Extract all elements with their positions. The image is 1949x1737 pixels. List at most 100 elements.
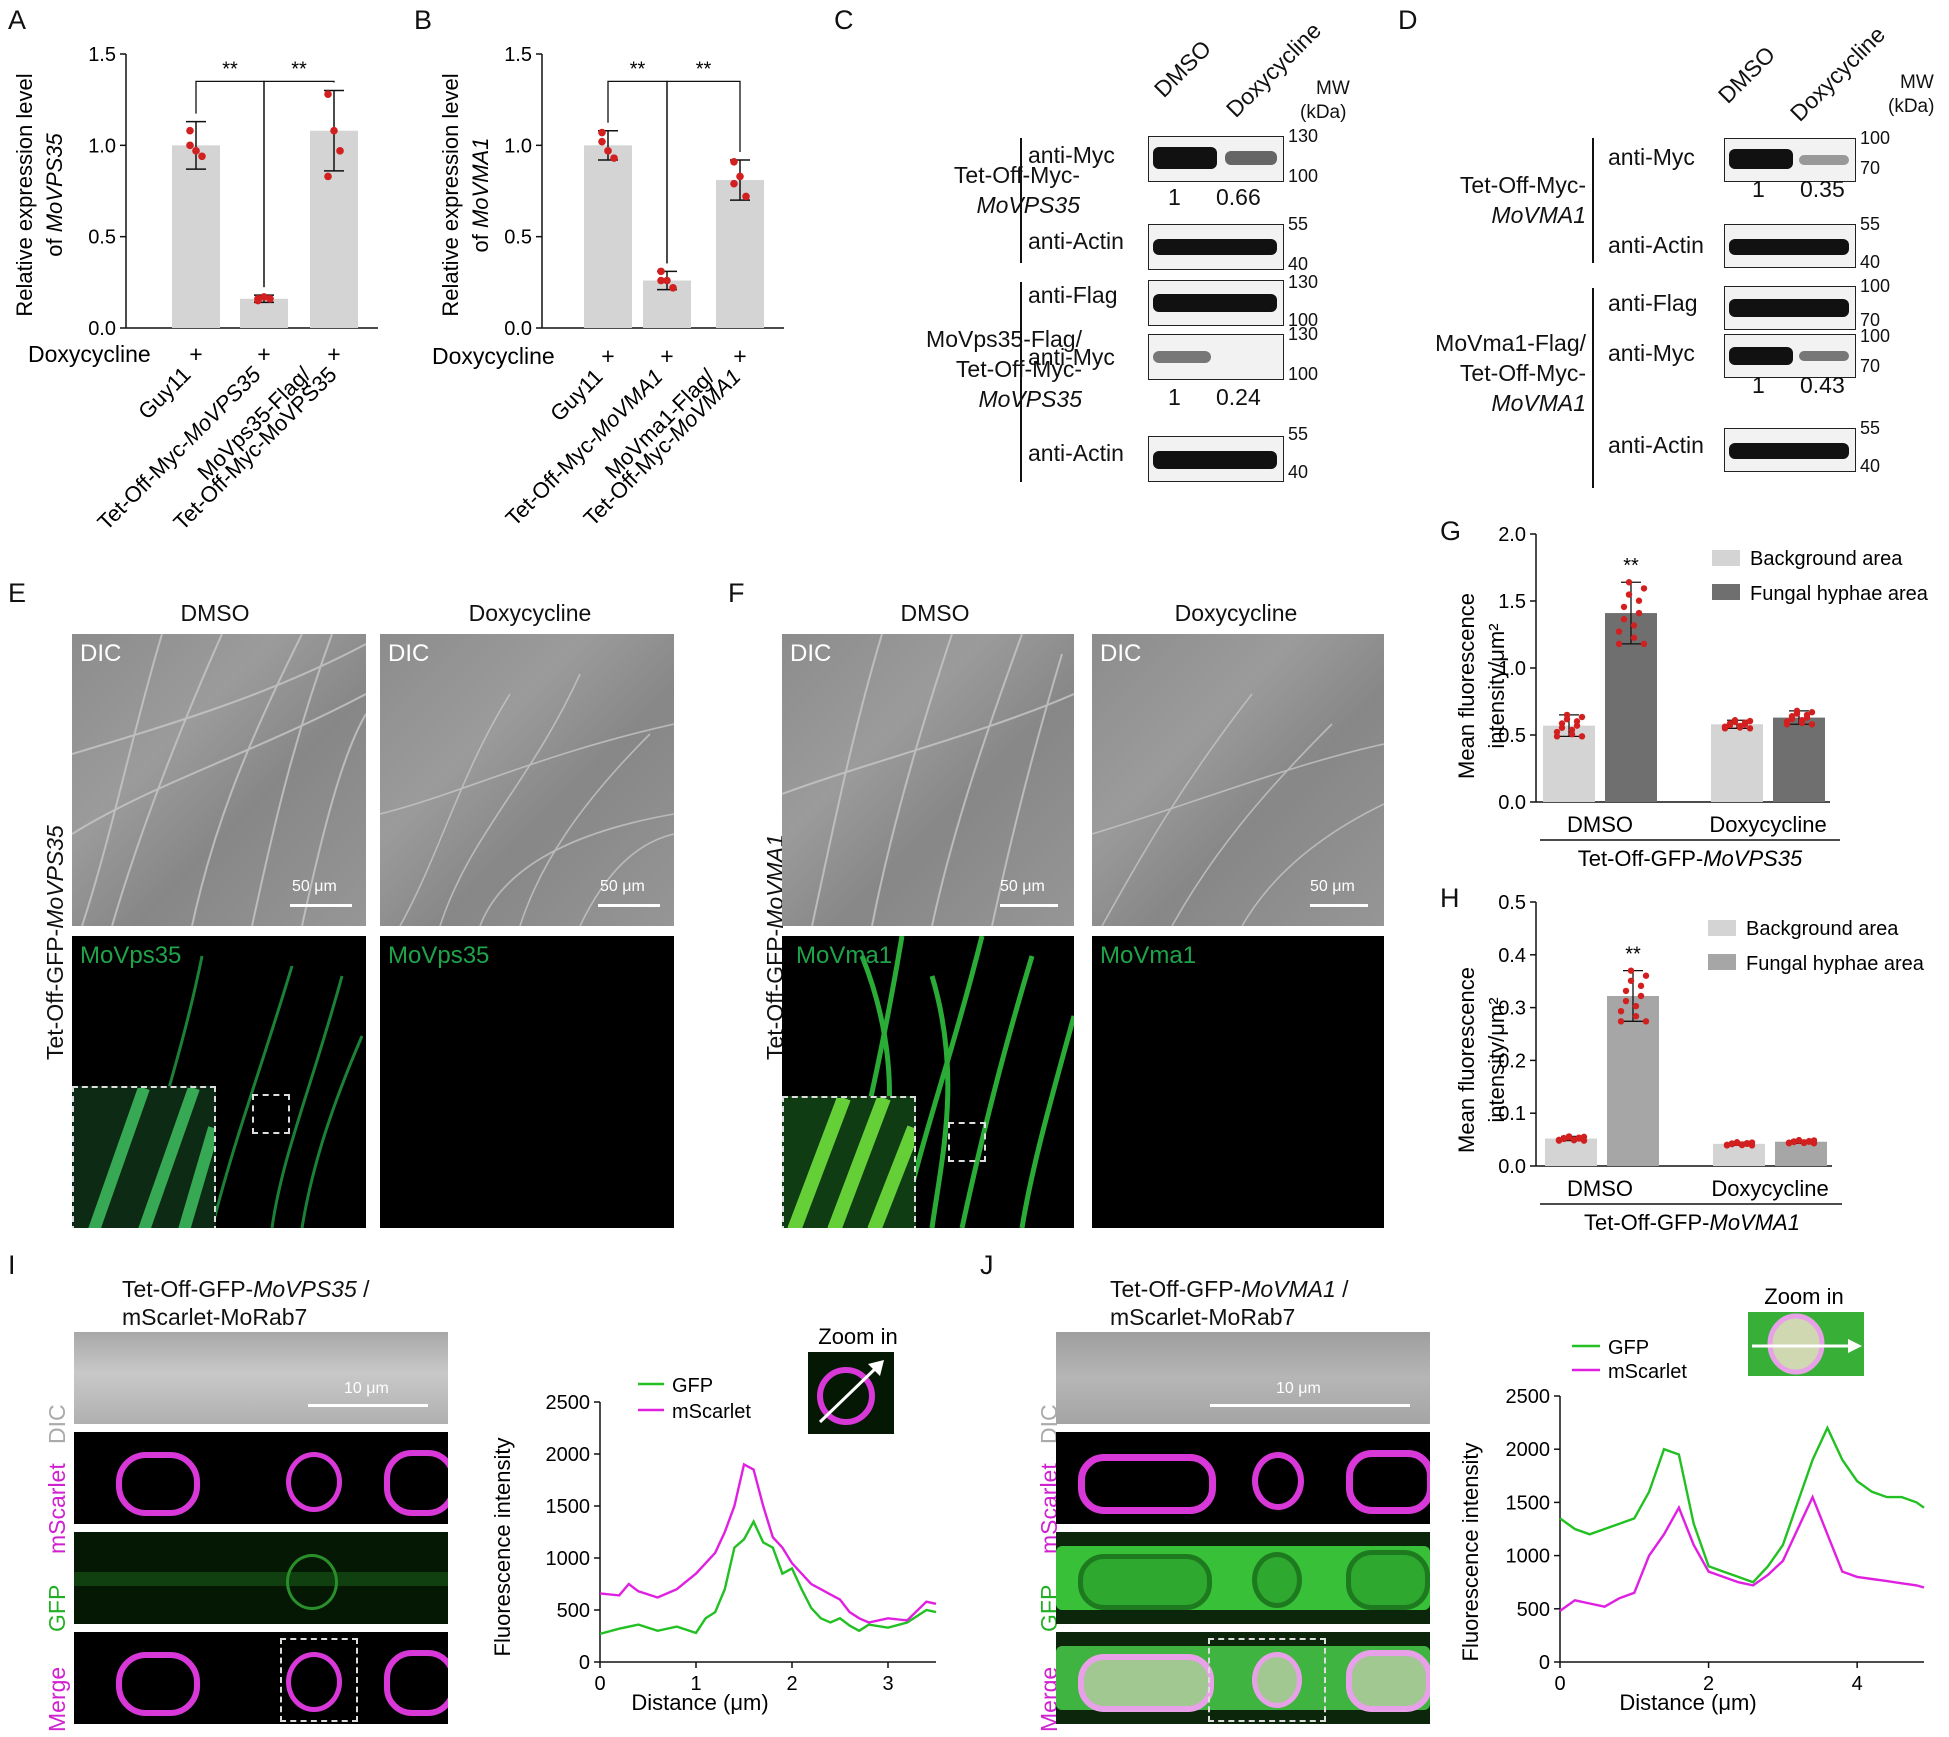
panel-c-blot3-mw-bot: 100: [1288, 310, 1319, 330]
panel-h-ylabel-1: Mean fluorescence: [1454, 967, 1479, 1153]
panel-d-blot4-mw-bot: 70: [1860, 356, 1881, 376]
panel-a-point: [254, 294, 262, 303]
panel-i-scale-text: 10 μm: [344, 1380, 389, 1397]
panel-g-ytick-label: 1.0: [1498, 658, 1526, 680]
panel-h-point: [1622, 987, 1630, 995]
panel-label-h: H: [1440, 883, 1460, 913]
panel-f-dic-label-2: DIC: [1100, 640, 1142, 667]
panel-e-row-label: Tet-Off-GFP-MoVPS35: [42, 825, 68, 1060]
panel-d-blot1-mw-bot: 70: [1860, 158, 1881, 178]
panel-c-blot3-mw-top: 130: [1288, 272, 1319, 292]
panel-i-xtick-label: 0: [594, 1673, 605, 1695]
panel-c-blot1-mw-top: 130: [1288, 126, 1319, 146]
panel-a-sig-label: **: [222, 58, 238, 80]
panel-h-ytick-label: 0.2: [1498, 1050, 1526, 1072]
panel-g-legend-2: Fungal hyphae area: [1750, 583, 1929, 605]
panel-h-point: [1637, 992, 1645, 1000]
panel-e-gfp-dmso: MoVps35: [72, 936, 366, 1228]
panel-e-inset: [72, 1086, 220, 1228]
panel-c-blot2-label: anti-Actin: [1028, 228, 1124, 254]
panel-c-blot3-label: anti-Flag: [1028, 282, 1118, 308]
panel-h-point: [1627, 977, 1635, 984]
panel-f-scale-text-1: 50 μm: [1000, 878, 1045, 895]
panel-a-ytick-label: 0.5: [88, 227, 116, 249]
panel-i-xlabel: Distance (μm): [631, 1690, 768, 1715]
panel-e-scalebar-2: [598, 904, 660, 907]
panel-c-blot5-mw-top: 55: [1288, 424, 1309, 444]
panel-b-plus-1: +: [601, 343, 614, 369]
panel-b-point: [598, 128, 606, 137]
panel-a-plus-1: +: [189, 341, 202, 367]
panel-e-dic-label-2: DIC: [388, 640, 430, 667]
panel-d-blot5-mw-top: 55: [1860, 418, 1881, 438]
panel-g-point: [1625, 579, 1633, 586]
panel-j-legend-gfp: GFP: [1608, 1337, 1649, 1359]
panel-f-col-dmso: DMSO: [900, 600, 970, 626]
panel-h-point: [1800, 1139, 1808, 1146]
panel-i-roi-box: [280, 1638, 358, 1722]
panel-d-blot3-label: anti-Flag: [1608, 290, 1698, 316]
panel-i-scalebar: [308, 1404, 428, 1407]
panel-g-point: [1620, 616, 1628, 623]
panel-d-mw-1: MW: [1900, 72, 1934, 93]
panel-g-point: [1635, 597, 1643, 604]
panel-h-point: [1723, 1141, 1731, 1148]
panel-b-point: [663, 276, 671, 285]
panel-a-point: [330, 126, 338, 135]
panel-b-ylabel-2: of MoVMA1: [468, 138, 493, 253]
panel-h-ytick-label: 0.1: [1498, 1103, 1526, 1125]
panel-e-scale-text-1: 50 μm: [292, 878, 337, 895]
panel-b-point: [657, 276, 665, 285]
panel-j-ytick-label: 2500: [1506, 1386, 1551, 1408]
panel-label-i: I: [8, 1250, 16, 1280]
panel-d-blot1-quant-2: 0.35: [1800, 176, 1845, 202]
panel-f-scale-text-2: 50 μm: [1310, 878, 1355, 895]
panel-j-xtick-label: 4: [1852, 1673, 1863, 1695]
panel-h-point: [1728, 1140, 1736, 1147]
panel-i-title-1: Tet-Off-GFP-MoVPS35 /: [122, 1276, 370, 1302]
panel-a-plus-3: +: [327, 341, 340, 367]
panel-h-point: [1617, 1007, 1625, 1015]
panel-h-sig-label: **: [1625, 944, 1641, 966]
panel-h-point: [1632, 1013, 1640, 1020]
panel-j-profile-chart: 0 500 1000 1500 2000 2500 0 2 4 Fluorescence int…: [1458, 1284, 1925, 1715]
panel-h-point: [1555, 1136, 1563, 1144]
panel-c-blot1-label: anti-Myc: [1028, 142, 1115, 168]
panel-f-protein-label-2: MoVma1: [1100, 942, 1197, 969]
panel-b-point: [730, 157, 738, 166]
panel-f-scalebar-2: [1310, 904, 1368, 907]
panel-c-blot2: [1148, 224, 1284, 270]
panel-j-dic-image: 10 μm: [1056, 1332, 1430, 1424]
panel-g-bar: [1711, 724, 1763, 802]
panel-d-strain1-line2: MoVMA1: [1491, 202, 1586, 228]
panel-h-bar: [1545, 1138, 1597, 1166]
panel-d-blot2: [1724, 224, 1856, 268]
panel-b-chart: 0.0 0.5 1.0 1.5 ** ** Relative expression lev…: [432, 44, 784, 531]
panel-h-group-2: Doxycycline: [1711, 1176, 1828, 1201]
panel-j-scalebar: [1210, 1404, 1410, 1407]
panel-c-bracket-1: [1020, 138, 1022, 263]
panel-g-point: [1558, 720, 1566, 727]
panel-g-legend-swatch-2: [1712, 584, 1740, 600]
panel-h-legend-swatch-1: [1708, 920, 1736, 936]
panel-h-point: [1743, 1139, 1751, 1147]
panel-f-gfp-dmso: MoVma1: [782, 936, 1074, 1228]
panel-d-bracket-1: [1592, 138, 1594, 263]
panel-e-col-doxy: Doxycycline: [468, 600, 592, 626]
panel-g-point: [1640, 640, 1648, 648]
panel-i-xtick-label: 2: [786, 1673, 797, 1695]
panel-b-sig-bracket: [666, 80, 741, 264]
panel-d-blot2-label: anti-Actin: [1608, 232, 1704, 258]
panel-h-point: [1560, 1134, 1568, 1142]
panel-g-chart: 0.0 0.5 1.0 1.5 2.0 ** Mean fluorescence inte…: [1454, 524, 1929, 871]
panel-j-gfp-image: [1056, 1532, 1430, 1624]
panel-a-point: [266, 294, 274, 303]
panel-g-point: [1808, 709, 1816, 716]
panel-d-blot1-quant-1: 1: [1752, 176, 1765, 202]
panel-label-j: J: [980, 1250, 994, 1280]
panel-a-point: [324, 90, 332, 98]
panel-a: 0.0 0.5 1.0 1.5 ** ** Relative expression lev…: [0, 0, 410, 570]
panel-d-strain1-line1: Tet-Off-Myc-: [1459, 172, 1586, 198]
panel-label-c: C: [834, 5, 854, 35]
panel-label-f: F: [728, 578, 745, 608]
